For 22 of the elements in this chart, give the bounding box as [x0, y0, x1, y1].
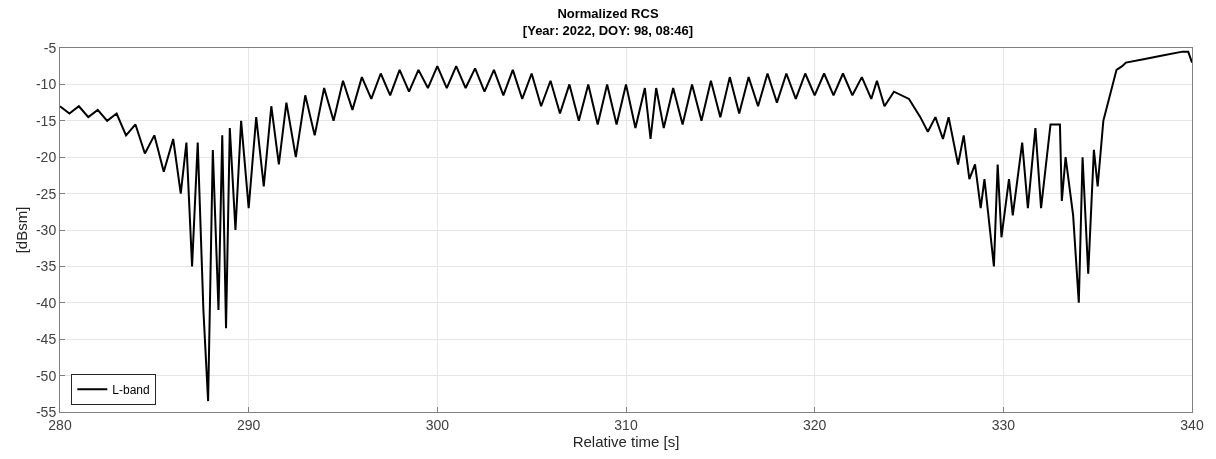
line-series: [60, 50, 1192, 403]
y-axis-title: [dBsm]: [13, 206, 31, 254]
legend-label: L-band: [112, 382, 150, 397]
chart-subtitle: [Year: 2022, DOY: 98, 08:46]: [522, 23, 694, 39]
y-tick-label: -45: [35, 331, 57, 348]
chart-title: Normalized RCS: [557, 6, 659, 22]
x-tick-label: 330: [991, 416, 1016, 433]
y-tick-label: -20: [35, 149, 57, 166]
y-tick-label: -5: [43, 39, 57, 56]
x-tick-label: 340: [1180, 416, 1204, 433]
y-tick-label: -10: [35, 76, 57, 93]
y-tick-label: -25: [35, 185, 57, 202]
y-tick-label: -40: [35, 294, 57, 311]
y-tick-label: -15: [35, 112, 57, 129]
x-tick-label: 300: [425, 416, 450, 433]
x-axis-title: Relative time [s]: [572, 432, 680, 450]
x-tick-label: 310: [614, 416, 638, 433]
y-tick-label: -50: [35, 367, 57, 384]
x-tick-label: 320: [802, 416, 827, 433]
x-tick-label: 290: [236, 416, 261, 433]
y-tick-label: -30: [35, 221, 57, 238]
y-tick-label: -35: [35, 258, 57, 275]
